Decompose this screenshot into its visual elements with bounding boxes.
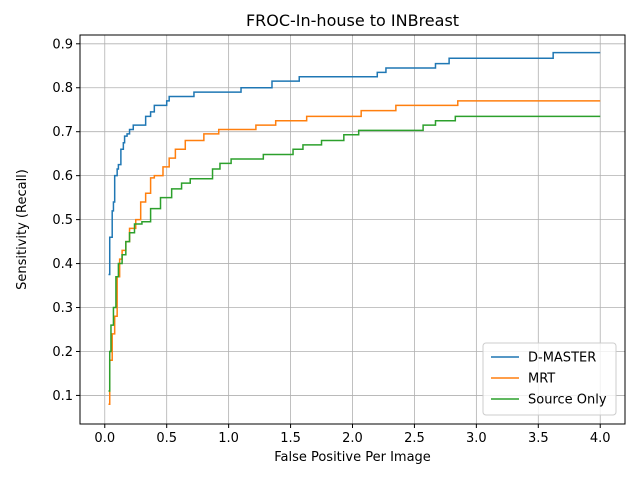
- x-tick-label: 0.0: [94, 431, 115, 446]
- series-line-d-master: [108, 51, 601, 276]
- x-tick-label: 2.0: [342, 431, 363, 446]
- y-tick-label: 0.3: [52, 301, 73, 316]
- x-axis-label: False Positive Per Image: [274, 450, 431, 465]
- y-tick-label: 0.4: [52, 257, 73, 272]
- axis-ticks: 0.0 0.5 1.0 1.5 2.0 2.5 3.0 3.5 4.0 0.1 0.2 0.3 0.4 0…: [52, 37, 610, 446]
- y-tick-label: 0.6: [52, 169, 73, 184]
- y-tick-label: 0.5: [52, 213, 73, 228]
- y-tick-label: 0.8: [52, 81, 73, 96]
- series-line-source-only: [108, 115, 601, 392]
- x-tick-label: 3.5: [528, 431, 549, 446]
- y-tick-label: 0.1: [52, 389, 73, 404]
- x-tick-label: 0.5: [156, 431, 177, 446]
- y-tick-label: 0.2: [52, 345, 73, 360]
- y-axis-label: Sensitivity (Recall): [15, 169, 30, 290]
- y-tick-label: 0.7: [52, 125, 73, 140]
- legend-label-d-master: D-MASTER: [528, 351, 596, 366]
- x-tick-label: 1.5: [280, 431, 301, 446]
- y-tick-label: 0.9: [52, 37, 73, 52]
- x-tick-label: 2.5: [404, 431, 425, 446]
- x-tick-label: 3.0: [466, 431, 487, 446]
- series-lines: [108, 51, 601, 405]
- legend: D-MASTER MRT Source Only: [482, 342, 617, 416]
- legend-box: [482, 342, 617, 416]
- legend-label-mrt: MRT: [528, 372, 555, 387]
- x-tick-label: 4.0: [590, 431, 611, 446]
- x-tick-label: 1.0: [218, 431, 239, 446]
- chart-title: FROC-In-house to INBreast: [246, 11, 459, 30]
- legend-label-source-only: Source Only: [528, 393, 607, 408]
